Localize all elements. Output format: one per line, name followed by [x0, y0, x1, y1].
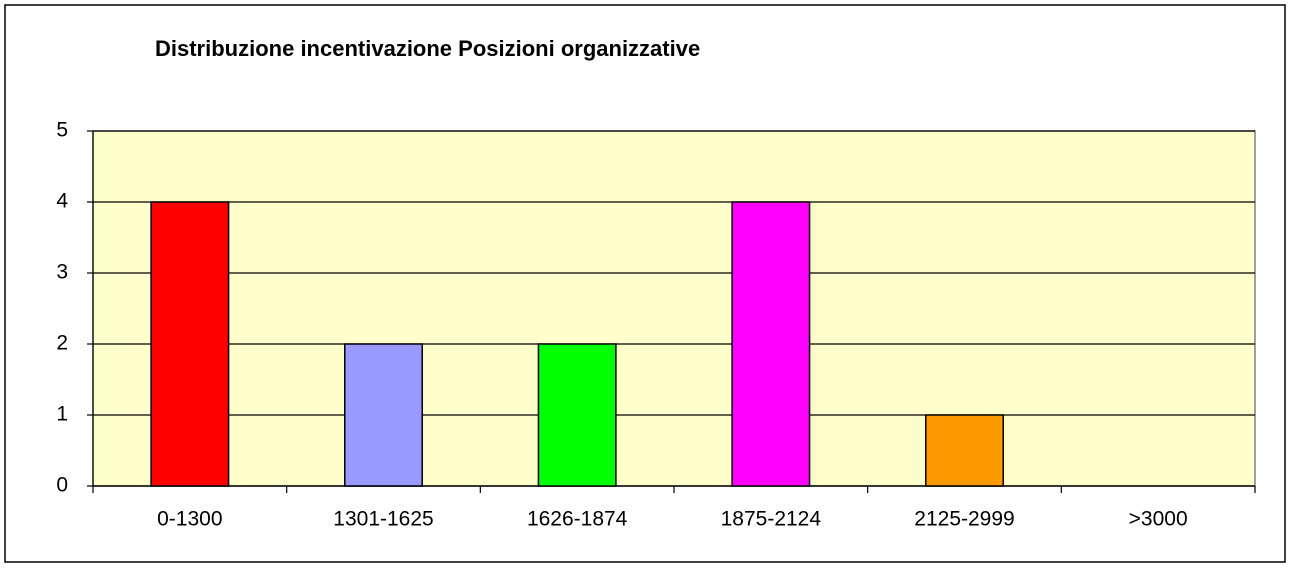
x-tick-label: >3000 [1129, 508, 1188, 531]
y-tick-label: 3 [56, 261, 68, 284]
bar [925, 414, 1004, 487]
x-tick-label: 1626-1874 [527, 508, 628, 531]
bar [537, 343, 617, 487]
y-tick-label: 2 [56, 332, 68, 355]
x-tick-label: 0-1300 [157, 508, 222, 531]
chart-title: Distribuzione incentivazione Posizioni o… [155, 36, 700, 61]
bar [731, 201, 811, 487]
bar [344, 343, 423, 487]
plot-area [92, 130, 1256, 487]
bar [150, 201, 230, 487]
x-tick-label: 1301-1625 [333, 508, 433, 531]
y-tick-label: 0 [56, 474, 68, 497]
x-tick-label: 2125-2999 [914, 508, 1014, 531]
x-tick-label: 1875-2124 [721, 508, 822, 531]
y-tick-label: 5 [56, 119, 68, 142]
y-tick-label: 1 [56, 403, 68, 426]
y-tick-label: 4 [56, 190, 68, 213]
